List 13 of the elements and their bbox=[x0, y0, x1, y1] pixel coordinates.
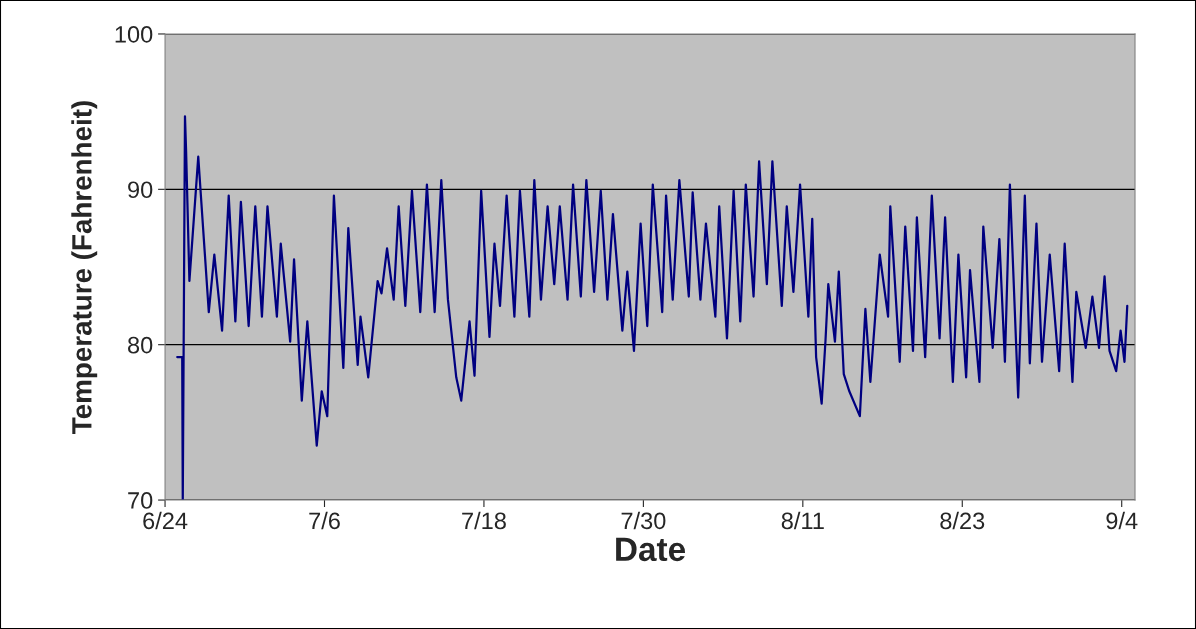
x-axis-title: Date bbox=[616, 537, 686, 562]
y-tick-label: 100 bbox=[115, 26, 153, 43]
y-tick-label: 80 bbox=[128, 336, 153, 354]
y-tick-label: 90 bbox=[128, 181, 153, 199]
y-axis-title: Temperature (Fahrenheit) bbox=[71, 101, 98, 434]
x-tick-label: 7/6 bbox=[309, 511, 340, 530]
x-tick-label: 7/30 bbox=[621, 511, 666, 530]
x-tick-label: 7/18 bbox=[462, 511, 506, 530]
x-tick-label: 9/4 bbox=[1106, 511, 1138, 530]
x-tick-label: 8/23 bbox=[940, 511, 985, 530]
x-tick-label: 8/11 bbox=[781, 511, 824, 530]
x-tick-label: 6/24 bbox=[143, 511, 188, 530]
y-tick-label: 70 bbox=[128, 492, 153, 509]
